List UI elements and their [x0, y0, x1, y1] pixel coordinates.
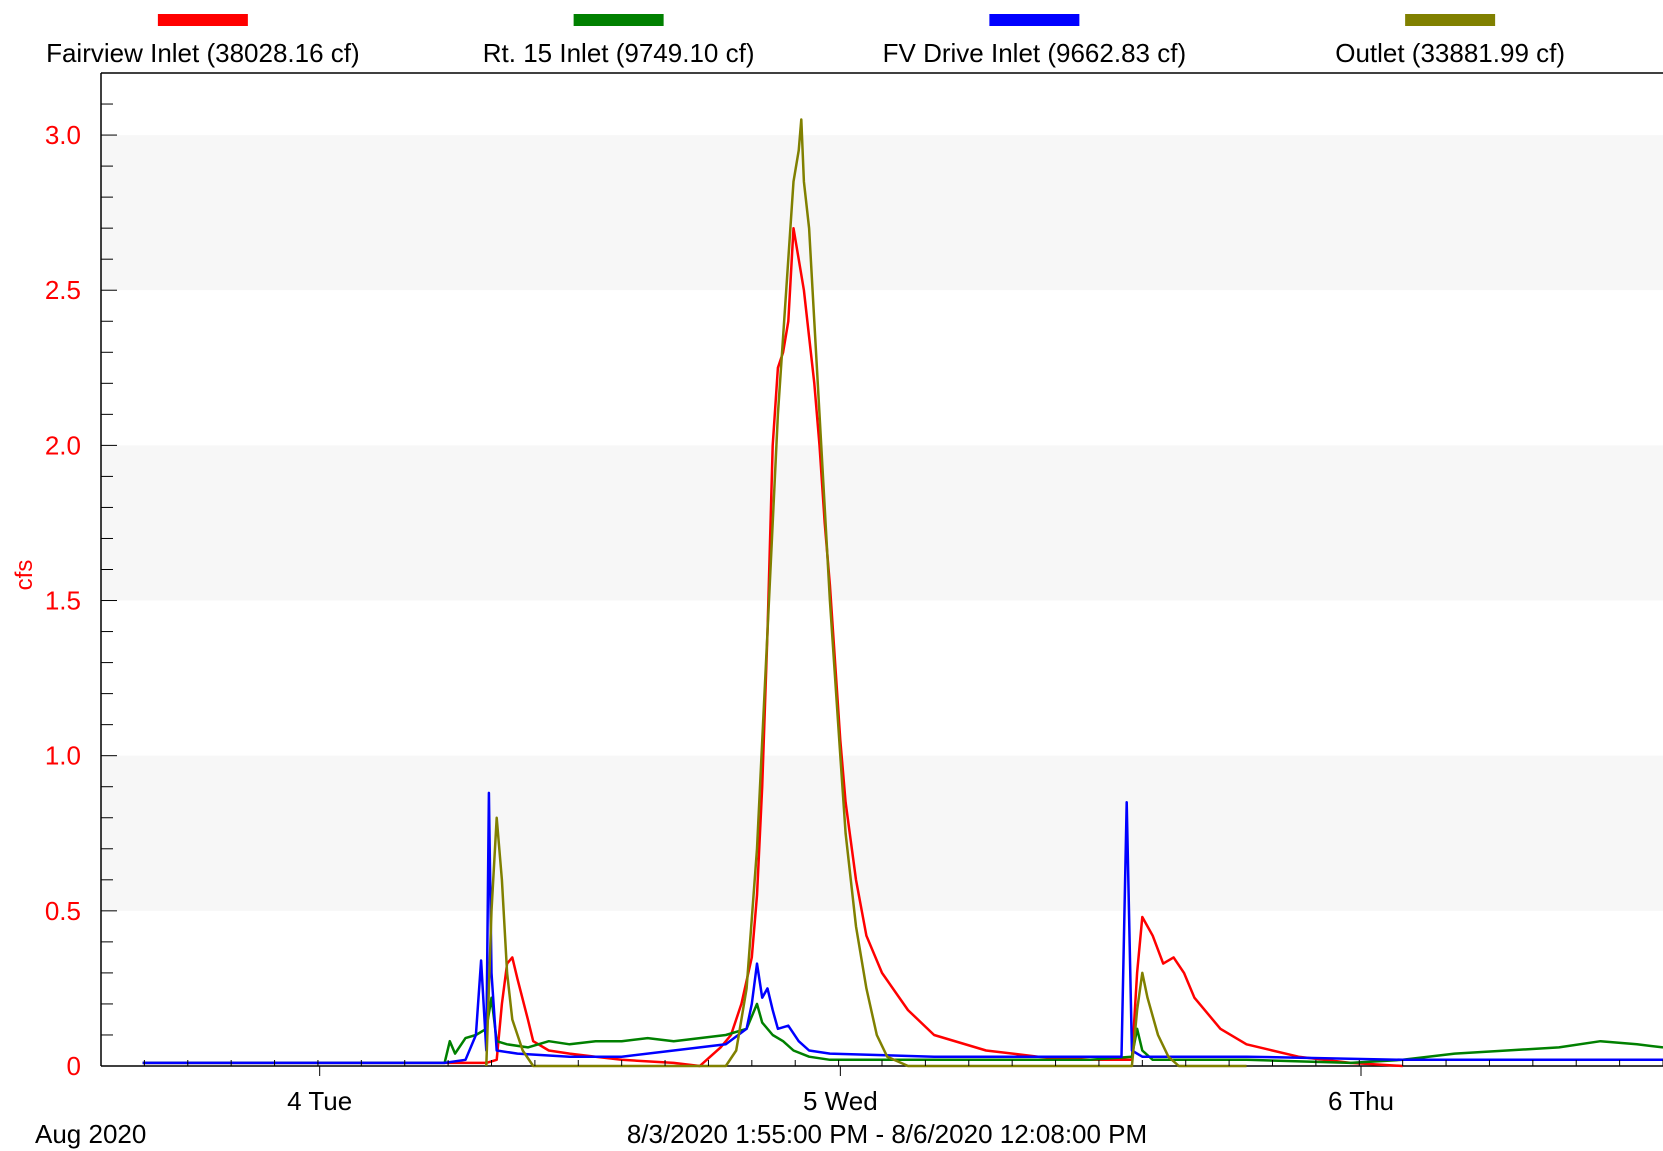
- legend-label: FV Drive Inlet (9662.83 cf): [883, 38, 1186, 68]
- legend-swatch: [157, 14, 248, 26]
- grid-bands: [101, 135, 1663, 911]
- grid-band: [101, 445, 1663, 601]
- series-line: [485, 118, 1247, 1068]
- legend-label: Fairview Inlet (38028.16 cf): [46, 38, 360, 68]
- x-tick-label: 5 Wed: [803, 1086, 878, 1116]
- legend-swatch: [989, 14, 1080, 26]
- y-axis: 0 0.5 1.0 1.5 2.0 2.5 3.0: [45, 72, 117, 1081]
- series-line: [142, 791, 1663, 1065]
- y-tick-label: 2.0: [45, 430, 81, 460]
- y-tick-label: 1.0: [45, 741, 81, 771]
- legend-swatch: [1405, 14, 1496, 26]
- legend-swatch: [573, 14, 664, 26]
- month-label: Aug 2020: [35, 1119, 146, 1149]
- date-range-label: 8/3/2020 1:55:00 PM - 8/6/2020 12:08:00 …: [627, 1119, 1147, 1149]
- legend-label: Outlet (33881.99 cf): [1335, 38, 1565, 68]
- grid-band: [101, 135, 1663, 291]
- y-tick-label: 1.5: [45, 586, 81, 616]
- grid-band: [101, 755, 1663, 911]
- y-tick-label: 3.0: [45, 120, 81, 150]
- x-axis: 4 Tue 5 Wed 6 Thu: [100, 1060, 1663, 1116]
- legend: Fairview Inlet (38028.16 cf) Rt. 15 Inlet…: [46, 14, 1565, 68]
- series-line: [142, 226, 1403, 1068]
- y-tick-label: 0: [67, 1051, 81, 1081]
- y-tick-label: 0.5: [45, 896, 81, 926]
- legend-label: Rt. 15 Inlet (9749.10 cf): [483, 38, 755, 68]
- x-tick-label: 6 Thu: [1328, 1086, 1394, 1116]
- y-axis-label: cfs: [11, 560, 38, 591]
- x-tick-label: 4 Tue: [287, 1086, 352, 1116]
- y-tick-label: 2.5: [45, 275, 81, 305]
